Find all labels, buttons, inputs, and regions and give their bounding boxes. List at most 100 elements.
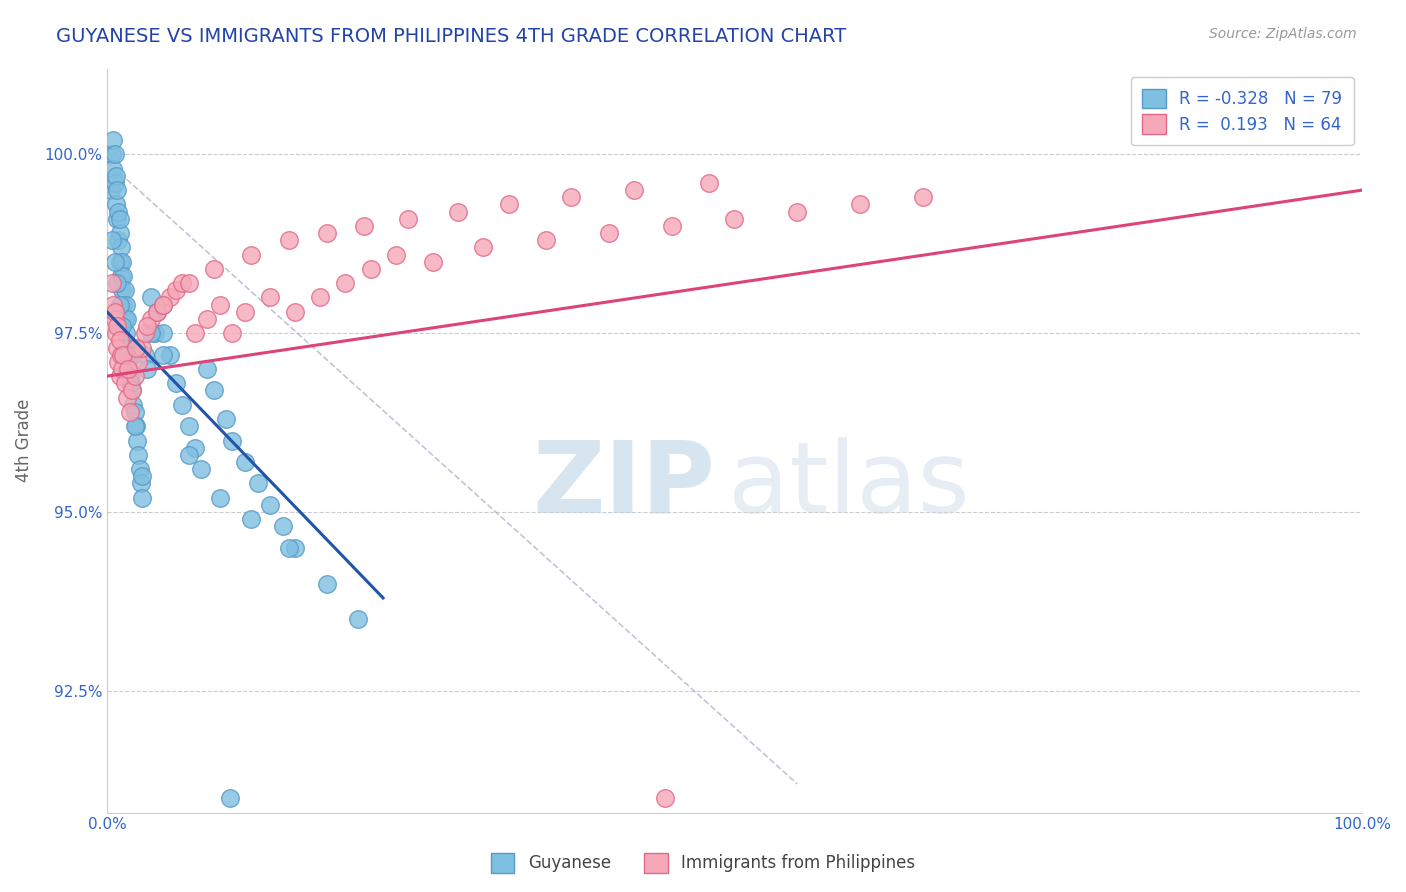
Point bbox=[240, 247, 263, 261]
Point bbox=[105, 183, 128, 197]
Point bbox=[115, 312, 138, 326]
Point bbox=[107, 204, 129, 219]
Point bbox=[121, 384, 143, 398]
Point bbox=[152, 297, 174, 311]
Point bbox=[309, 290, 332, 304]
Point bbox=[124, 405, 146, 419]
Point bbox=[215, 412, 238, 426]
Point bbox=[447, 204, 470, 219]
Text: ZIP: ZIP bbox=[533, 437, 716, 533]
Point bbox=[172, 276, 194, 290]
Point bbox=[139, 312, 162, 326]
Point bbox=[221, 326, 243, 341]
Point bbox=[105, 341, 128, 355]
Point bbox=[114, 312, 136, 326]
Point bbox=[284, 541, 307, 555]
Point bbox=[208, 297, 231, 311]
Point bbox=[195, 362, 218, 376]
Point bbox=[103, 254, 125, 268]
Point bbox=[112, 348, 135, 362]
Point bbox=[172, 398, 194, 412]
Point bbox=[117, 355, 139, 369]
Point bbox=[105, 276, 128, 290]
Point bbox=[654, 791, 676, 805]
Point bbox=[101, 233, 124, 247]
Point bbox=[103, 147, 125, 161]
Point bbox=[184, 326, 207, 341]
Point bbox=[177, 419, 200, 434]
Point bbox=[278, 233, 301, 247]
Point bbox=[110, 348, 132, 362]
Point bbox=[911, 190, 934, 204]
Point bbox=[131, 341, 153, 355]
Point bbox=[422, 254, 444, 268]
Point bbox=[103, 312, 125, 326]
Point bbox=[233, 305, 256, 319]
Point bbox=[129, 476, 152, 491]
Point bbox=[114, 376, 136, 391]
Y-axis label: 4th Grade: 4th Grade bbox=[15, 399, 32, 483]
Point bbox=[661, 219, 683, 233]
Point bbox=[202, 384, 225, 398]
Point bbox=[219, 791, 242, 805]
Point bbox=[146, 305, 169, 319]
Point bbox=[259, 290, 281, 304]
Point bbox=[104, 169, 127, 183]
Point bbox=[127, 434, 149, 448]
Point bbox=[498, 197, 520, 211]
Point bbox=[115, 391, 138, 405]
Point bbox=[103, 297, 125, 311]
Point bbox=[786, 204, 808, 219]
Point bbox=[120, 376, 142, 391]
Point bbox=[103, 305, 125, 319]
Point bbox=[208, 491, 231, 505]
Text: atlas: atlas bbox=[728, 437, 970, 533]
Point bbox=[233, 455, 256, 469]
Point bbox=[152, 348, 174, 362]
Point bbox=[723, 211, 745, 226]
Point bbox=[127, 355, 149, 369]
Point bbox=[246, 476, 269, 491]
Point bbox=[195, 312, 218, 326]
Point bbox=[107, 233, 129, 247]
Point bbox=[384, 247, 406, 261]
Point bbox=[118, 376, 141, 391]
Point bbox=[118, 405, 141, 419]
Point bbox=[353, 219, 375, 233]
Text: Source: ZipAtlas.com: Source: ZipAtlas.com bbox=[1209, 27, 1357, 41]
Point bbox=[347, 612, 370, 626]
Point bbox=[110, 240, 132, 254]
Point bbox=[111, 362, 134, 376]
Point bbox=[110, 268, 132, 283]
Point bbox=[165, 283, 187, 297]
Point bbox=[114, 283, 136, 297]
Point bbox=[472, 240, 495, 254]
Point bbox=[146, 305, 169, 319]
Point bbox=[536, 233, 558, 247]
Point bbox=[159, 348, 181, 362]
Point bbox=[560, 190, 582, 204]
Point bbox=[101, 276, 124, 290]
Point bbox=[108, 369, 131, 384]
Point bbox=[125, 341, 148, 355]
Legend: R = -0.328   N = 79, R =  0.193   N = 64: R = -0.328 N = 79, R = 0.193 N = 64 bbox=[1130, 77, 1354, 145]
Point bbox=[108, 226, 131, 240]
Point bbox=[122, 398, 145, 412]
Point bbox=[115, 341, 138, 355]
Point bbox=[105, 319, 128, 334]
Point bbox=[103, 161, 125, 176]
Point bbox=[103, 133, 125, 147]
Point bbox=[177, 276, 200, 290]
Text: GUYANESE VS IMMIGRANTS FROM PHILIPPINES 4TH GRADE CORRELATION CHART: GUYANESE VS IMMIGRANTS FROM PHILIPPINES … bbox=[56, 27, 846, 45]
Point bbox=[111, 319, 134, 334]
Point bbox=[103, 176, 125, 190]
Point bbox=[114, 297, 136, 311]
Point bbox=[124, 369, 146, 384]
Point bbox=[152, 326, 174, 341]
Point bbox=[114, 326, 136, 341]
Point bbox=[108, 254, 131, 268]
Point bbox=[112, 297, 135, 311]
Point bbox=[124, 419, 146, 434]
Point bbox=[177, 448, 200, 462]
Point bbox=[127, 448, 149, 462]
